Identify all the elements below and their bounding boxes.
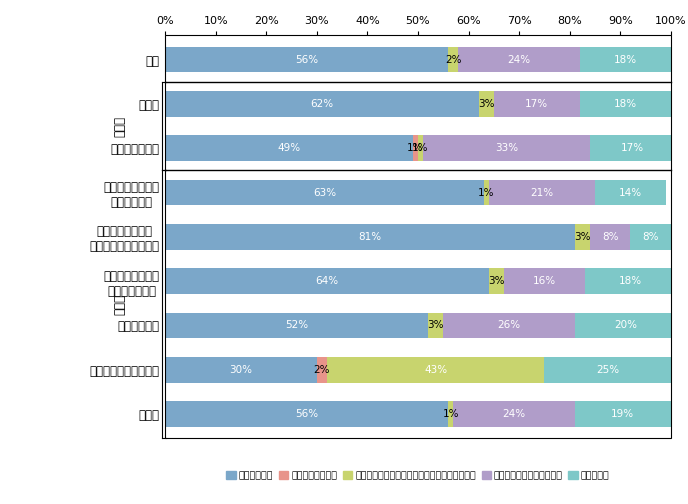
Text: 2%: 2% bbox=[314, 365, 330, 375]
Text: 33%: 33% bbox=[495, 143, 518, 153]
Text: 16%: 16% bbox=[533, 276, 556, 286]
Bar bbox=[484, 180, 488, 206]
Text: 19%: 19% bbox=[611, 409, 634, 419]
Bar bbox=[449, 401, 453, 427]
Bar bbox=[165, 268, 488, 294]
Text: 18%: 18% bbox=[619, 276, 642, 286]
Text: 3%: 3% bbox=[478, 99, 495, 109]
Bar bbox=[544, 357, 671, 383]
Bar bbox=[449, 47, 458, 73]
Bar bbox=[574, 401, 671, 427]
Text: 56%: 56% bbox=[295, 54, 319, 65]
Text: 25%: 25% bbox=[596, 365, 619, 375]
Text: 52%: 52% bbox=[285, 321, 308, 331]
Text: 17%: 17% bbox=[525, 99, 548, 109]
Text: 18%: 18% bbox=[614, 54, 637, 65]
Text: 規模別: 規模別 bbox=[114, 115, 127, 137]
Legend: 使用している, 具体的な計画あり, 関心がある、または使用したいという希望あり, 今のところは考えていない, 分からない: 使用している, 具体的な計画あり, 関心がある、または使用したいという希望あり,… bbox=[223, 467, 613, 484]
Text: 18%: 18% bbox=[614, 99, 637, 109]
Text: 17%: 17% bbox=[621, 143, 645, 153]
Bar bbox=[580, 91, 671, 117]
Text: 14%: 14% bbox=[619, 187, 642, 198]
Text: 30%: 30% bbox=[230, 365, 252, 375]
Bar bbox=[479, 91, 494, 117]
Bar bbox=[453, 401, 574, 427]
Bar bbox=[423, 136, 590, 161]
Bar bbox=[574, 224, 590, 249]
Text: 20%: 20% bbox=[614, 321, 637, 331]
Bar bbox=[488, 180, 595, 206]
Bar bbox=[428, 312, 443, 338]
Bar bbox=[458, 47, 580, 73]
Text: 64%: 64% bbox=[315, 276, 338, 286]
Text: 2%: 2% bbox=[445, 54, 462, 65]
Text: 24%: 24% bbox=[502, 409, 526, 419]
Bar bbox=[590, 136, 676, 161]
Text: 1%: 1% bbox=[442, 409, 459, 419]
Text: 62%: 62% bbox=[310, 99, 334, 109]
Text: 3%: 3% bbox=[427, 321, 444, 331]
Bar bbox=[165, 180, 484, 206]
Text: 1%: 1% bbox=[478, 187, 495, 198]
Bar bbox=[574, 312, 676, 338]
Bar bbox=[165, 91, 479, 117]
Bar bbox=[165, 401, 449, 427]
Bar bbox=[165, 47, 449, 73]
Bar bbox=[165, 312, 428, 338]
Bar bbox=[165, 357, 316, 383]
Text: 43%: 43% bbox=[424, 365, 447, 375]
Text: 業種別: 業種別 bbox=[114, 294, 127, 315]
Bar bbox=[165, 136, 413, 161]
Bar bbox=[595, 180, 666, 206]
Bar bbox=[488, 268, 504, 294]
Text: 26%: 26% bbox=[497, 321, 521, 331]
Bar bbox=[165, 224, 574, 249]
Text: 81%: 81% bbox=[358, 232, 381, 242]
Bar bbox=[494, 91, 580, 117]
Bar bbox=[418, 136, 423, 161]
Bar bbox=[443, 312, 574, 338]
Bar bbox=[316, 357, 327, 383]
Text: 8%: 8% bbox=[602, 232, 619, 242]
Bar bbox=[413, 136, 418, 161]
Bar bbox=[327, 357, 544, 383]
Bar bbox=[504, 268, 585, 294]
Bar bbox=[630, 224, 671, 249]
Text: 49%: 49% bbox=[277, 143, 301, 153]
Bar bbox=[590, 224, 630, 249]
Text: 3%: 3% bbox=[574, 232, 590, 242]
Text: 3%: 3% bbox=[488, 276, 504, 286]
Text: 21%: 21% bbox=[530, 187, 553, 198]
Text: 1%: 1% bbox=[412, 143, 429, 153]
Bar bbox=[580, 47, 671, 73]
Text: 24%: 24% bbox=[508, 54, 530, 65]
Bar bbox=[585, 268, 676, 294]
Text: 63%: 63% bbox=[313, 187, 336, 198]
Text: 8%: 8% bbox=[643, 232, 659, 242]
Text: 1%: 1% bbox=[407, 143, 424, 153]
Text: 56%: 56% bbox=[295, 409, 319, 419]
